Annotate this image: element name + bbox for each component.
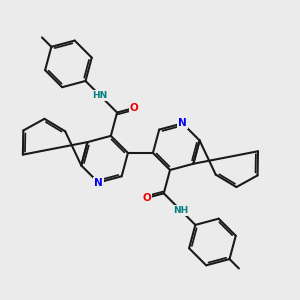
Text: N: N <box>94 178 103 188</box>
Text: O: O <box>130 103 138 113</box>
Text: HN: HN <box>92 91 108 100</box>
Text: O: O <box>142 193 152 203</box>
Text: N: N <box>178 118 187 128</box>
Text: NH: NH <box>173 206 188 215</box>
